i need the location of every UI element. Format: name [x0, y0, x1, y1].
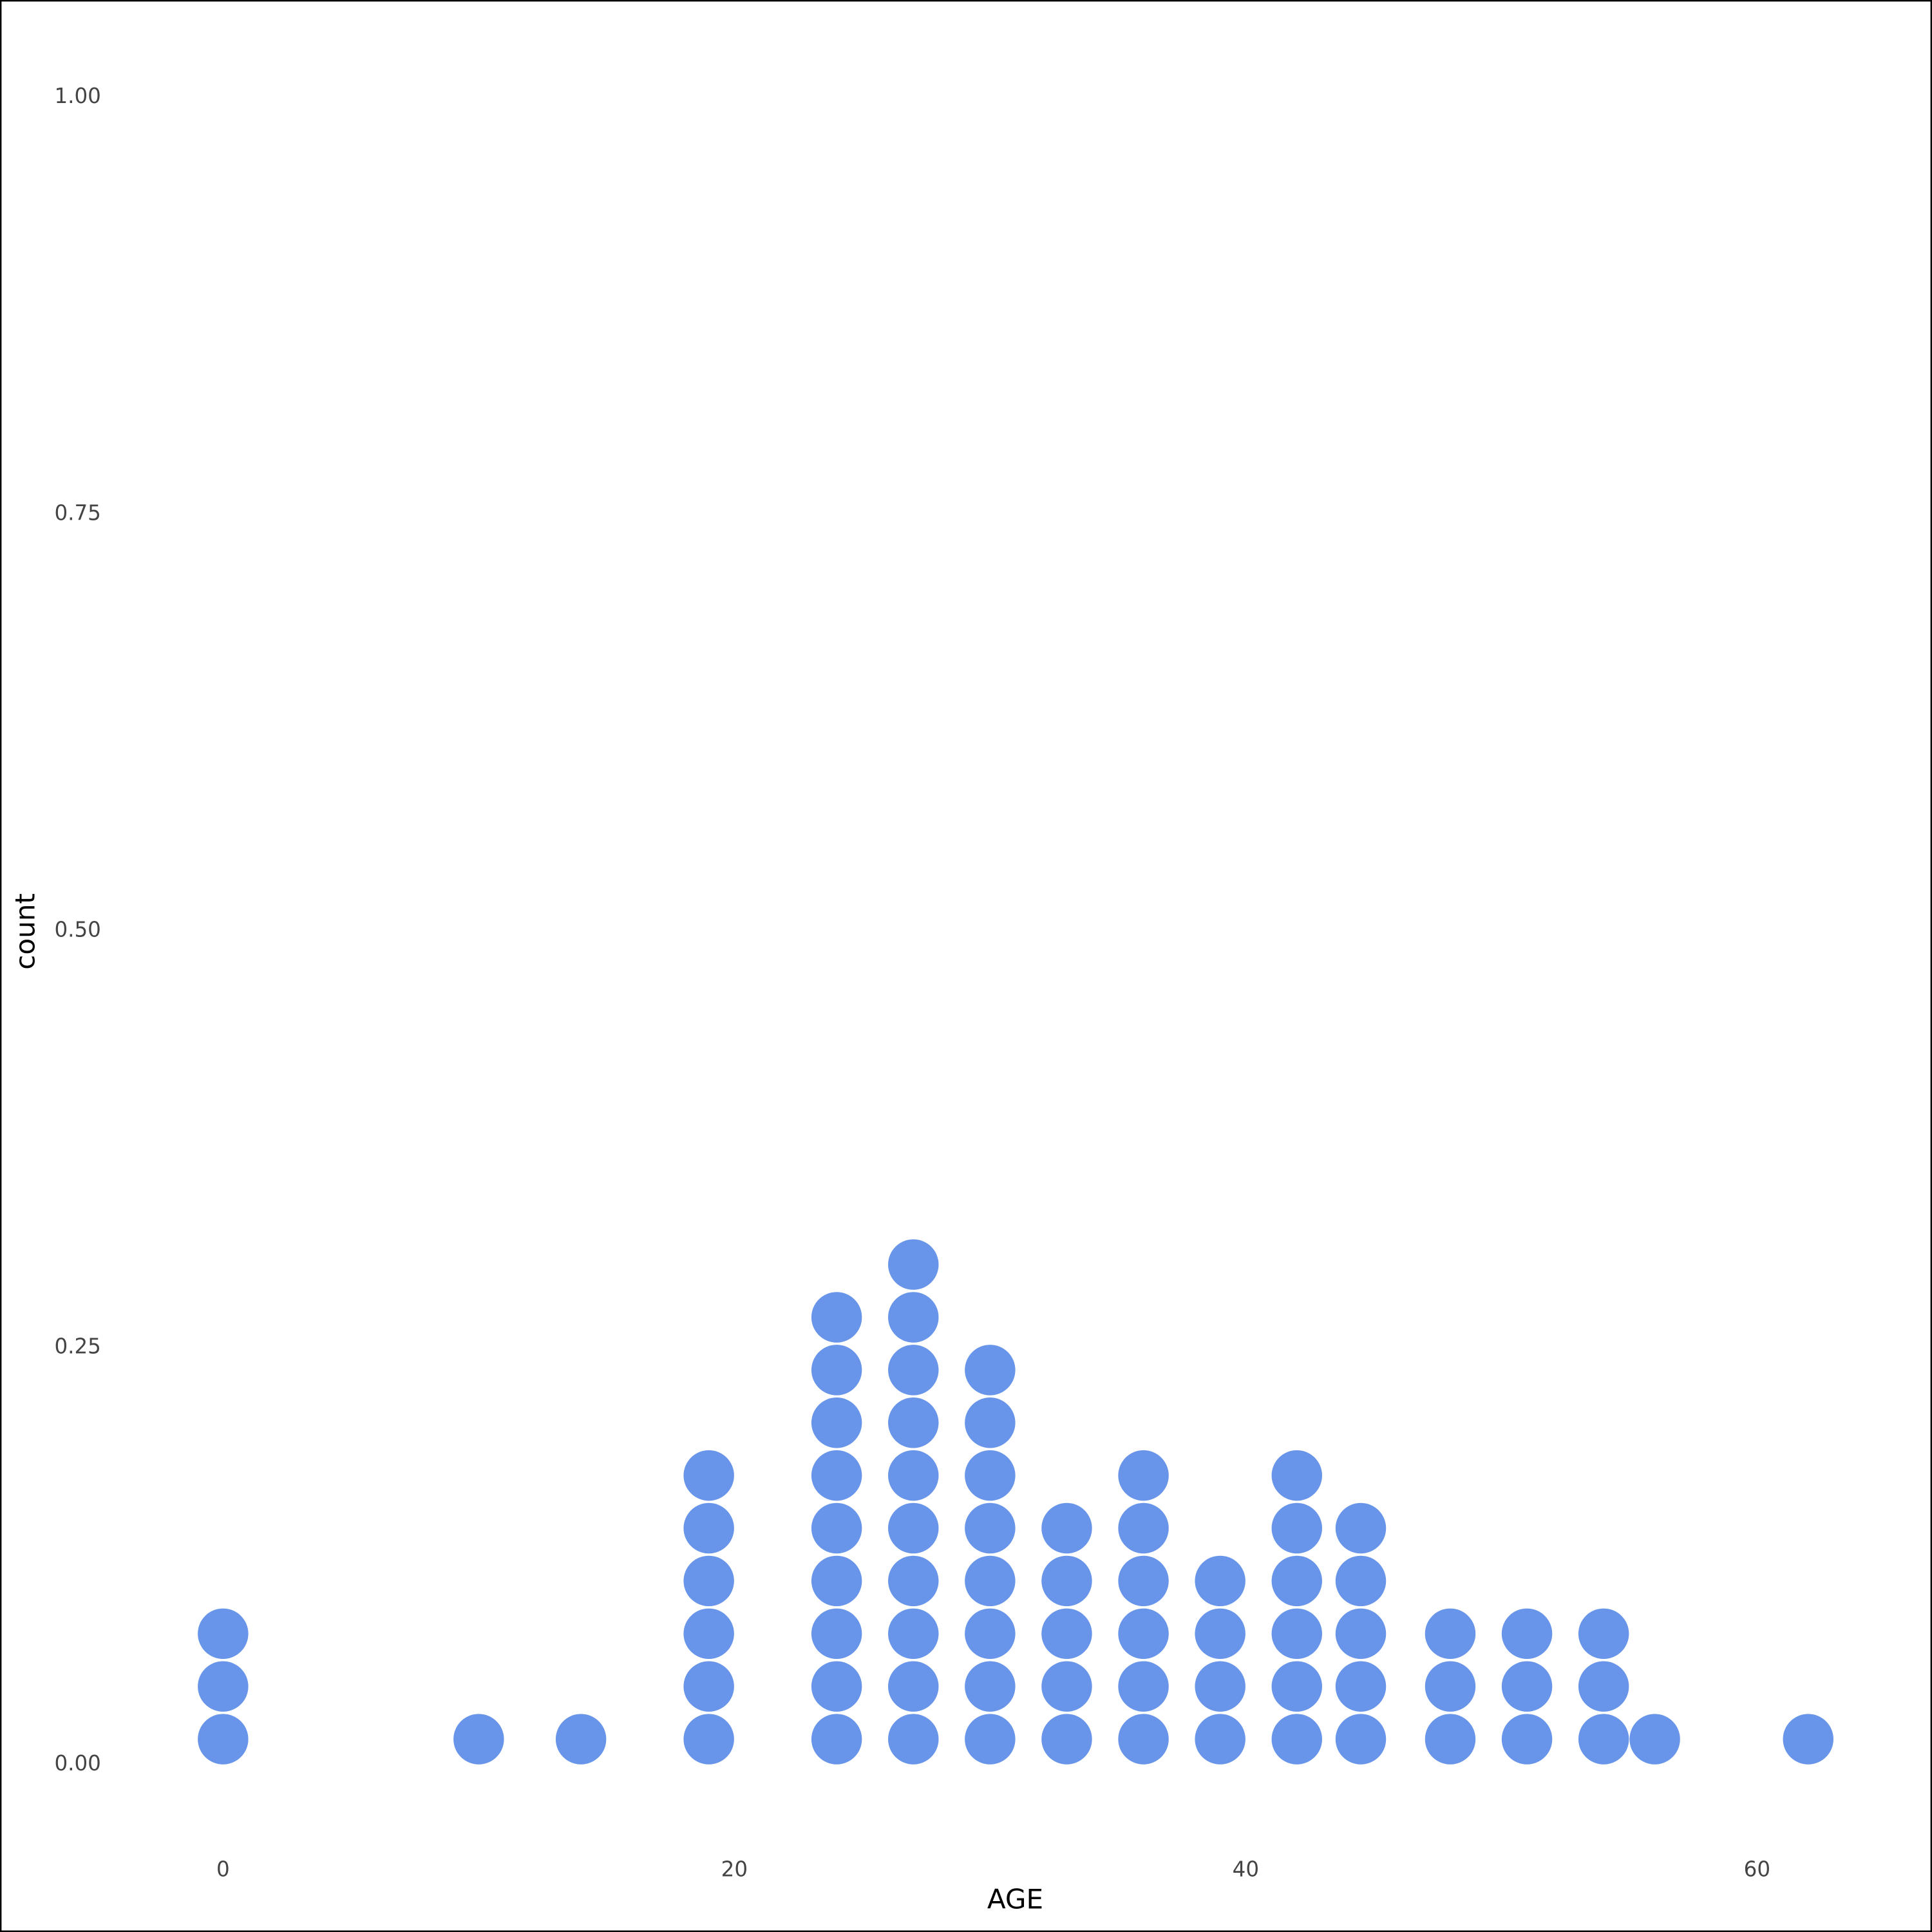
- dot: [198, 1714, 249, 1765]
- dot: [965, 1502, 1016, 1554]
- dot: [683, 1502, 734, 1554]
- dot: [1578, 1661, 1629, 1712]
- dot: [965, 1397, 1016, 1448]
- dot: [1335, 1502, 1387, 1554]
- dot: [1195, 1555, 1245, 1607]
- dot: [1629, 1714, 1680, 1765]
- y-axis-title: count: [10, 893, 41, 970]
- dot: [683, 1608, 734, 1660]
- dot: [888, 1397, 939, 1448]
- y-tick-label: 0.25: [54, 1334, 100, 1359]
- dot: [1271, 1714, 1322, 1765]
- dot: [1118, 1661, 1169, 1712]
- dot: [1041, 1661, 1092, 1712]
- dot: [453, 1714, 504, 1765]
- dot: [683, 1661, 734, 1712]
- x-tick-label: 60: [1744, 1857, 1770, 1881]
- dot: [1118, 1502, 1169, 1554]
- dot: [683, 1714, 734, 1765]
- dot: [965, 1555, 1016, 1607]
- dot: [1501, 1608, 1553, 1660]
- dot: [1271, 1555, 1322, 1607]
- dot: [1118, 1608, 1169, 1660]
- x-tick-label: 20: [721, 1857, 748, 1881]
- dot: [1271, 1661, 1322, 1712]
- dot: [811, 1450, 862, 1501]
- dot: [888, 1450, 939, 1501]
- dot: [811, 1608, 862, 1660]
- dot: [811, 1714, 862, 1765]
- dot: [1271, 1502, 1322, 1554]
- dot: [1425, 1661, 1476, 1712]
- dot: [1501, 1714, 1553, 1765]
- dot: [965, 1450, 1016, 1501]
- dot: [888, 1661, 939, 1712]
- dot: [811, 1397, 862, 1448]
- dot: [888, 1239, 939, 1290]
- dot: [1041, 1608, 1092, 1660]
- dot: [1195, 1714, 1245, 1765]
- dot: [683, 1450, 734, 1501]
- dot: [1118, 1714, 1169, 1765]
- dot: [811, 1345, 862, 1396]
- dot: [965, 1345, 1016, 1396]
- dot: [811, 1292, 862, 1343]
- y-tick-label: 0.00: [54, 1751, 100, 1776]
- x-tick-label: 40: [1233, 1857, 1259, 1881]
- dot: [198, 1661, 249, 1712]
- dot: [888, 1608, 939, 1660]
- dot: [1501, 1661, 1553, 1712]
- dot: [1335, 1555, 1387, 1607]
- dot: [1195, 1608, 1245, 1660]
- dot: [1118, 1555, 1169, 1607]
- dot: [1578, 1714, 1629, 1765]
- dot: [555, 1714, 607, 1765]
- dot: [1335, 1714, 1387, 1765]
- dot: [1783, 1714, 1833, 1765]
- dot: [1335, 1661, 1387, 1712]
- dot: [1578, 1608, 1629, 1660]
- dot: [811, 1502, 862, 1554]
- y-tick-label: 1.00: [54, 84, 100, 108]
- dot: [1041, 1714, 1092, 1765]
- dot: [965, 1661, 1016, 1712]
- dot: [1195, 1661, 1245, 1712]
- x-tick-label: 0: [216, 1857, 230, 1881]
- dot: [888, 1555, 939, 1607]
- dot: [811, 1661, 862, 1712]
- dot: [1425, 1714, 1476, 1765]
- y-tick-label: 0.75: [54, 500, 100, 525]
- dot: [888, 1714, 939, 1765]
- dot: [888, 1345, 939, 1396]
- dot: [1041, 1555, 1092, 1607]
- dot: [683, 1555, 734, 1607]
- dot: [1425, 1608, 1476, 1660]
- y-tick-label: 0.50: [54, 917, 100, 942]
- dot: [965, 1608, 1016, 1660]
- dot: [1118, 1450, 1169, 1501]
- dot: [1335, 1608, 1387, 1660]
- dot: [1041, 1502, 1092, 1554]
- x-axis-title: AGE: [987, 1884, 1043, 1915]
- dot: [1271, 1450, 1322, 1501]
- dot: [811, 1555, 862, 1607]
- dot: [1271, 1608, 1322, 1660]
- dot: [965, 1714, 1016, 1765]
- dot: [888, 1292, 939, 1343]
- dot: [888, 1502, 939, 1554]
- dot: [198, 1608, 249, 1660]
